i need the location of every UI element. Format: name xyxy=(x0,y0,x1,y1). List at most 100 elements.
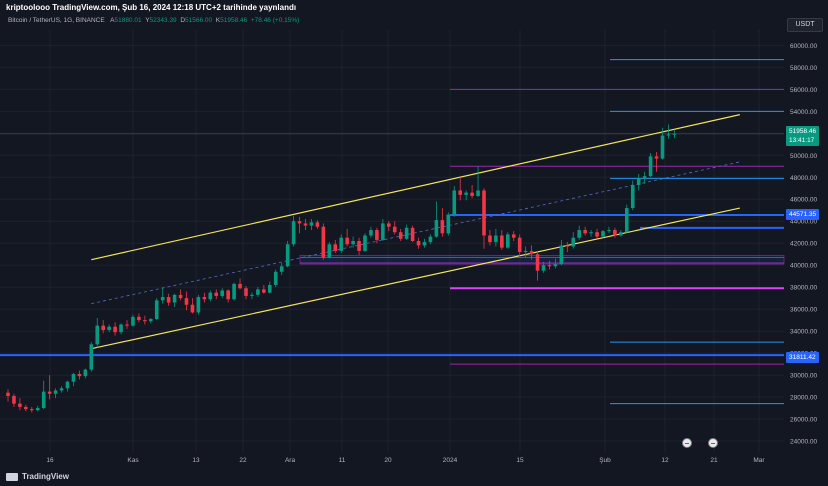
candle-down xyxy=(398,232,403,239)
candle-up xyxy=(630,184,635,209)
price-tick-label: 48000.00 xyxy=(790,175,817,182)
candle-down xyxy=(24,406,28,410)
candle-down xyxy=(315,222,320,227)
candle-up xyxy=(666,134,671,136)
tradingview-mark-icon xyxy=(6,472,18,481)
time-tick-label: Ara xyxy=(285,457,296,464)
candle-down xyxy=(202,297,207,300)
candle-down xyxy=(535,254,540,271)
candle-down xyxy=(113,326,117,333)
candle-up xyxy=(559,245,564,265)
candle-up xyxy=(381,223,385,240)
low-value: 51566.00 xyxy=(185,17,213,24)
close-label: K xyxy=(215,17,221,24)
candle-up xyxy=(452,190,457,215)
candle-down xyxy=(345,237,349,245)
candle-up xyxy=(160,297,165,301)
price-tick-label: 30000.00 xyxy=(790,373,817,380)
candle-up xyxy=(256,289,260,295)
channel-upper-line xyxy=(91,114,740,261)
candle-down xyxy=(143,320,147,322)
bar-countdown: 13:41:17 xyxy=(789,137,815,144)
candle-up xyxy=(65,381,70,389)
candle-up xyxy=(220,290,224,296)
candle-down xyxy=(375,230,379,240)
currency-selector[interactable]: USDT xyxy=(787,18,823,32)
candle-up xyxy=(154,300,159,320)
candle-down xyxy=(595,232,599,237)
high-label: Y xyxy=(145,17,150,24)
candle-down xyxy=(458,190,462,195)
candle-up xyxy=(35,408,40,411)
candle-down xyxy=(178,294,183,299)
candle-down xyxy=(529,250,534,255)
channel-mid-line xyxy=(91,161,740,305)
candle-down xyxy=(321,226,326,258)
candle-down xyxy=(410,227,415,241)
candle-down xyxy=(184,298,189,305)
candle-down xyxy=(238,283,242,289)
chart-grid xyxy=(0,30,784,452)
low-label: D xyxy=(180,17,186,24)
candle-up xyxy=(363,235,367,251)
candle-up xyxy=(268,284,272,293)
candle-up xyxy=(351,241,355,245)
time-axis: 16 Kas 13 22 Ara 11 20 2024 15 Şub 12 21 Mar xyxy=(46,457,765,464)
candle-up xyxy=(149,319,153,322)
candle-up xyxy=(506,234,510,248)
candle-up xyxy=(41,391,46,409)
candle-down xyxy=(392,226,397,233)
candle-up xyxy=(541,265,546,271)
price-tick-label: 34000.00 xyxy=(790,329,817,336)
candle-up xyxy=(672,133,677,135)
price-tick-label: 46000.00 xyxy=(790,197,817,204)
candle-down xyxy=(190,304,195,313)
candle-down xyxy=(244,288,248,296)
change-value: +78.46 (+0.15%) xyxy=(250,17,300,24)
current-price: 51958.46 xyxy=(789,128,817,135)
candle-up xyxy=(428,236,433,243)
price-channel xyxy=(91,114,740,350)
candle-down xyxy=(565,245,570,247)
symbol-name: Bitcoin / TetherUS, 1G, BINANCE xyxy=(8,17,105,24)
time-tick-label: 16 xyxy=(46,457,54,464)
time-tick-label: 15 xyxy=(516,457,524,464)
candle-down xyxy=(137,316,141,321)
candle-up xyxy=(464,192,468,195)
candle-up xyxy=(119,324,123,333)
candle-up xyxy=(273,271,278,285)
candle-up xyxy=(619,232,623,236)
candle-up xyxy=(625,208,629,233)
candle-down xyxy=(125,324,129,326)
horizontal-levels xyxy=(0,59,785,405)
candle-down xyxy=(226,290,230,300)
tradingview-logo: TradingView xyxy=(6,472,69,481)
time-tick-label: 22 xyxy=(239,457,247,464)
candlesticks xyxy=(6,124,677,413)
candle-up xyxy=(494,235,498,243)
candle-up xyxy=(601,231,605,237)
candle-down xyxy=(440,220,445,234)
price-tick-label: 60000.00 xyxy=(790,43,817,50)
current-price-tag: 51958.46 13:41:17 xyxy=(786,126,820,146)
us-flag-event-icon[interactable] xyxy=(682,438,692,448)
candle-up xyxy=(422,242,427,246)
candle-up xyxy=(648,156,653,177)
candle-up xyxy=(172,294,177,303)
candle-down xyxy=(482,190,486,236)
us-flag-event-icon[interactable] xyxy=(708,438,718,448)
price-tick-label: 58000.00 xyxy=(790,65,817,72)
brand-name: TradingView xyxy=(22,472,69,481)
candle-up xyxy=(89,344,94,370)
time-tick-label: 20 xyxy=(384,457,392,464)
candle-up xyxy=(642,176,647,179)
time-tick-label: Kas xyxy=(127,457,139,464)
price-tick-label: 50000.00 xyxy=(790,153,817,160)
candle-up xyxy=(589,232,593,234)
candle-down xyxy=(12,395,16,404)
time-tick-label: 13 xyxy=(192,457,200,464)
candle-up xyxy=(571,237,576,247)
candle-down xyxy=(357,241,361,251)
candle-up xyxy=(636,178,641,185)
